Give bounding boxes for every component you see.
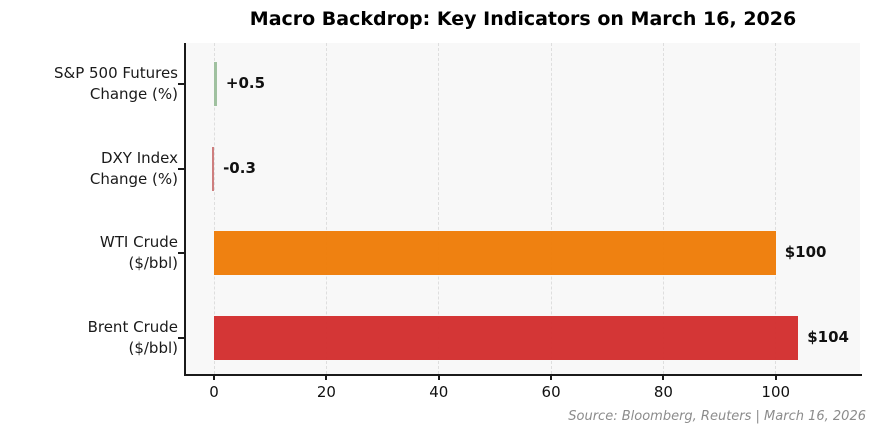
bar-0 [214,62,217,106]
x-tick-mark-80 [662,375,665,380]
bar-1 [212,146,215,191]
x-tick-mark-0 [213,375,216,380]
gridline-x20 [325,43,327,374]
category-label-0: S&P 500 Futures Change (%) [0,63,178,105]
value-label-2: $100 [784,243,827,262]
y-tick-mark-3 [178,337,184,340]
bar-3 [214,316,799,361]
value-label-1: -0.3 [223,158,256,177]
y-axis-spine [184,43,186,376]
category-label-line: DXY Index [100,148,178,167]
x-tick-label-80: 80 [653,383,673,401]
value-label-0: +0.5 [225,74,266,92]
category-label-line: Change (%) [89,169,178,188]
x-tick-mark-20 [325,375,328,380]
x-tick-label-20: 20 [316,383,336,401]
y-tick-mark-2 [178,252,184,255]
y-tick-mark-1 [178,167,184,170]
value-label-3: $104 [807,328,849,347]
gridline-x0 [213,43,215,374]
category-label-1: DXY Index Change (%) [0,148,178,190]
y-tick-mark-0 [178,83,184,85]
category-label-line: ($/bbl) [128,339,178,358]
plot-area [186,43,860,374]
x-axis-spine [184,374,862,376]
category-label-line: ($/bbl) [128,254,178,273]
gridline-x100 [775,43,777,374]
x-tick-label-60: 60 [541,383,561,401]
category-label-line: Change (%) [89,85,178,103]
gridline-x40 [438,43,440,374]
category-label-line: WTI Crude [99,233,178,252]
x-tick-mark-40 [437,375,440,380]
x-tick-mark-100 [774,375,777,380]
category-label-line: Brent Crude [87,318,178,337]
x-tick-label-0: 0 [209,383,219,401]
x-tick-label-40: 40 [429,383,449,401]
gridline-x60 [550,43,552,374]
category-label-3: Brent Crude ($/bbl) [0,317,178,359]
category-label-2: WTI Crude ($/bbl) [0,232,178,274]
x-tick-mark-60 [550,375,553,380]
gridline-x80 [662,43,664,374]
category-label-line: S&P 500 Futures [53,64,178,82]
bar-2 [214,231,776,276]
source-note: Source: Bloomberg, Reuters | March 16, 2… [568,409,866,424]
chart-title: Macro Backdrop: Key Indicators on March … [249,8,797,30]
x-tick-label-100: 100 [761,383,791,401]
